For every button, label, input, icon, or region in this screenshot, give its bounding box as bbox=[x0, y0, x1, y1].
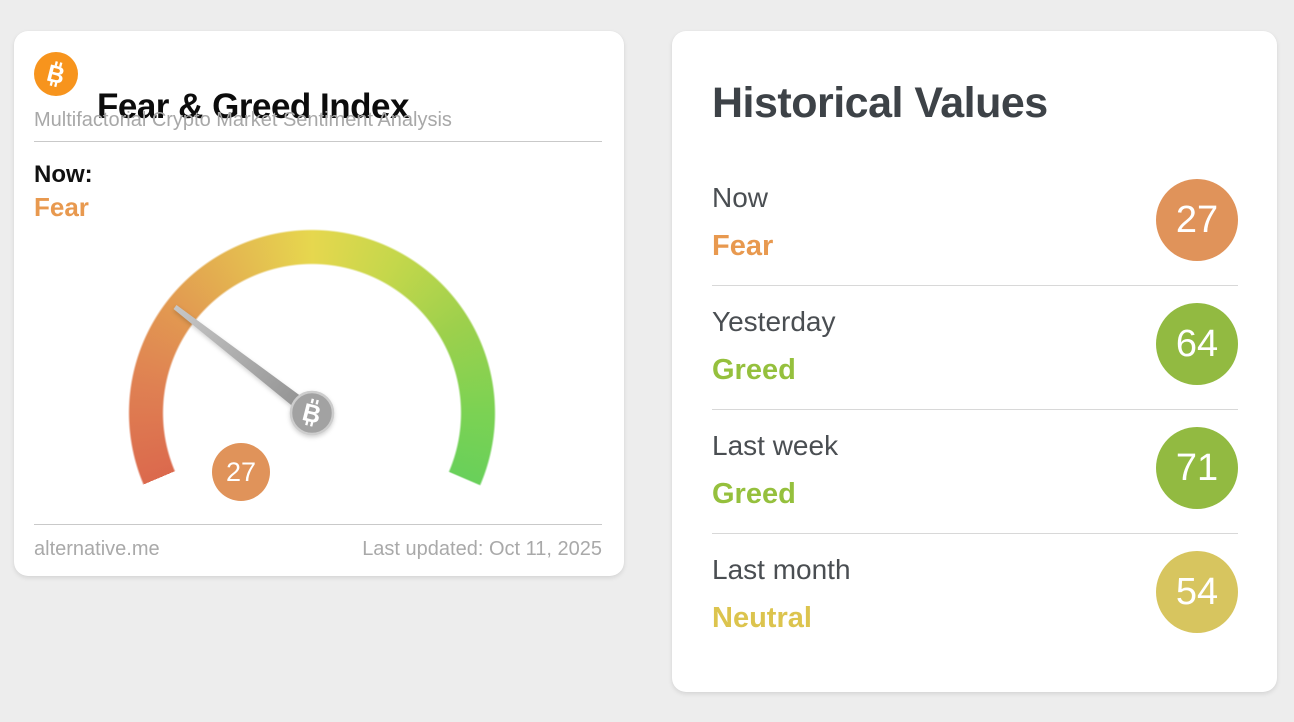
footer-divider bbox=[34, 524, 602, 525]
history-row: Yesterday Greed 64 bbox=[712, 286, 1238, 410]
gauge-needle: B bbox=[173, 305, 335, 436]
history-row-value-badge: 71 bbox=[1156, 427, 1238, 509]
bitcoin-icon: B bbox=[34, 52, 78, 96]
history-row-label: Now bbox=[712, 182, 769, 213]
last-updated-text: Last updated: Oct 11, 2025 bbox=[362, 538, 602, 560]
historical-rows: Now Fear 27 Yesterday Greed 64 Last week… bbox=[712, 162, 1238, 658]
history-row-label: Yesterday bbox=[712, 306, 836, 337]
header-divider bbox=[34, 141, 602, 142]
gauge-value-badge: 27 bbox=[212, 443, 270, 501]
history-row-sentiment: Neutral bbox=[712, 602, 812, 634]
history-row: Now Fear 27 bbox=[712, 162, 1238, 286]
now-sentiment: Fear bbox=[34, 192, 89, 222]
history-row-sentiment: Greed bbox=[712, 478, 796, 510]
history-row-value-badge: 27 bbox=[1156, 179, 1238, 261]
card-footer: alternative.me Last updated: Oct 11, 202… bbox=[34, 538, 602, 561]
source-link[interactable]: alternative.me bbox=[34, 538, 160, 560]
fear-greed-card: B Fear & Greed Index Multifactorial Cryp… bbox=[14, 31, 624, 601]
history-row-value-badge: 54 bbox=[1156, 551, 1238, 633]
historical-values-card: Historical Values Now Fear 27 Yesterday … bbox=[672, 31, 1277, 692]
historical-values-title: Historical Values bbox=[712, 79, 1048, 127]
history-row-value-badge: 64 bbox=[1156, 303, 1238, 385]
history-row: Last month Neutral 54 bbox=[712, 534, 1238, 658]
card-title: Fear & Greed Index bbox=[97, 87, 409, 126]
svg-text:B: B bbox=[44, 60, 67, 90]
history-row-label: Last month bbox=[712, 554, 851, 585]
history-row-label: Last week bbox=[712, 430, 839, 461]
fear-greed-gauge: B 27 bbox=[124, 225, 500, 601]
history-row-sentiment: Fear bbox=[712, 230, 774, 262]
card-subtitle: Multifactorial Crypto Market Sentiment A… bbox=[34, 109, 452, 131]
history-row-sentiment: Greed bbox=[712, 354, 796, 386]
history-row: Last week Greed 71 bbox=[712, 410, 1238, 534]
now-label: Now: bbox=[34, 161, 93, 188]
